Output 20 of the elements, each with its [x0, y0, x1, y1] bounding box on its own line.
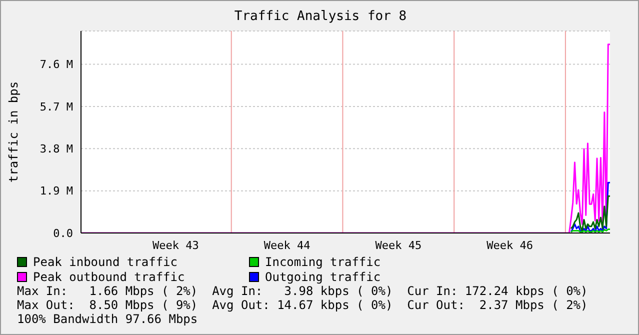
- legend-label: Peak inbound traffic: [33, 255, 178, 269]
- y-tick-label: 3.8 M: [40, 142, 74, 156]
- y-tick-label: 1.9 M: [40, 184, 74, 198]
- y-axis-title: traffic in bps: [6, 81, 20, 183]
- y-tick-label: 5.7 M: [40, 100, 74, 114]
- line-series: [570, 195, 611, 232]
- x-tick-label: Week 44: [264, 238, 311, 252]
- line-series: [570, 182, 611, 233]
- y-tick-label: 0.0: [53, 226, 73, 240]
- text: 100% Bandwidth 97.66 Mbps: [17, 312, 199, 326]
- chart-title: Traffic Analysis for 8: [233, 9, 408, 24]
- x-tick-label: Week 45: [375, 238, 422, 252]
- legend-label: Outgoing traffic: [265, 270, 381, 284]
- y-tick-label: 7.6 M: [40, 58, 74, 72]
- text: Max In: 1.66 Mbps ( 2%) Avg In: 3.98 kbps ( 0%) Cur In: 172.24 kbps ( 0%): [17, 284, 588, 298]
- text: Max Out: 8.50 Mbps ( 9%) Avg Out: 14.67 kbps ( 0%) Cur Out: 2.37 Mbps ( 2%): [17, 298, 588, 312]
- legend-label: Peak outbound traffic: [33, 270, 185, 284]
- x-tick-label: Week 43: [152, 238, 199, 252]
- x-tick-label: Week 46: [486, 238, 533, 252]
- legend-label: Incoming traffic: [265, 255, 381, 269]
